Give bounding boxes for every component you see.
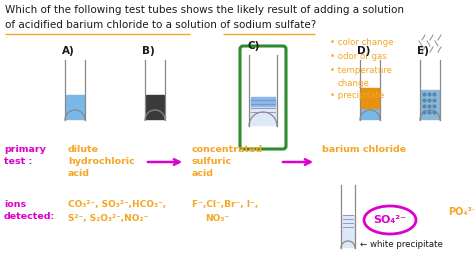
- Text: ← white precipitate: ← white precipitate: [360, 240, 443, 249]
- Text: NO₃⁻: NO₃⁻: [205, 214, 229, 223]
- Text: SO₄²⁻: SO₄²⁻: [374, 215, 407, 225]
- Text: primary
test :: primary test :: [4, 145, 46, 166]
- Text: B): B): [142, 46, 155, 56]
- Text: • odor or gas: • odor or gas: [330, 52, 387, 61]
- Text: concentrated
sulfuric
acid: concentrated sulfuric acid: [192, 145, 263, 178]
- Polygon shape: [251, 97, 275, 106]
- Text: S²⁻, S₂O₃²⁻,NO₂⁻: S²⁻, S₂O₃²⁻,NO₂⁻: [68, 214, 148, 223]
- Polygon shape: [361, 108, 379, 119]
- Text: PO₄³⁻: PO₄³⁻: [448, 207, 474, 217]
- Polygon shape: [361, 88, 379, 108]
- Text: F⁻,Cl⁻,Br⁻, I⁻,: F⁻,Cl⁻,Br⁻, I⁻,: [192, 200, 258, 209]
- Polygon shape: [250, 100, 276, 125]
- Text: dilute
hydrochloric
acid: dilute hydrochloric acid: [68, 145, 135, 178]
- Text: • temperature: • temperature: [330, 66, 392, 75]
- Text: • color change: • color change: [330, 38, 393, 47]
- Text: D): D): [357, 46, 370, 56]
- Polygon shape: [421, 90, 439, 119]
- Polygon shape: [146, 95, 164, 119]
- Text: E): E): [417, 46, 429, 56]
- Polygon shape: [66, 95, 84, 119]
- Text: CO₃²⁻, SO₃²⁻,HCO₃⁻,: CO₃²⁻, SO₃²⁻,HCO₃⁻,: [68, 200, 166, 209]
- Text: change: change: [338, 79, 370, 88]
- Text: C): C): [248, 41, 260, 51]
- Text: Which of the following test tubes shows the likely result of adding a solution: Which of the following test tubes shows …: [5, 5, 404, 15]
- Text: ions
detected:: ions detected:: [4, 200, 55, 221]
- Text: A): A): [62, 46, 75, 56]
- Text: barium chloride: barium chloride: [322, 145, 406, 154]
- Text: • precipitate: • precipitate: [330, 91, 384, 100]
- Polygon shape: [342, 215, 354, 247]
- Text: of acidified barium chloride to a solution of sodium sulfate?: of acidified barium chloride to a soluti…: [5, 20, 316, 30]
